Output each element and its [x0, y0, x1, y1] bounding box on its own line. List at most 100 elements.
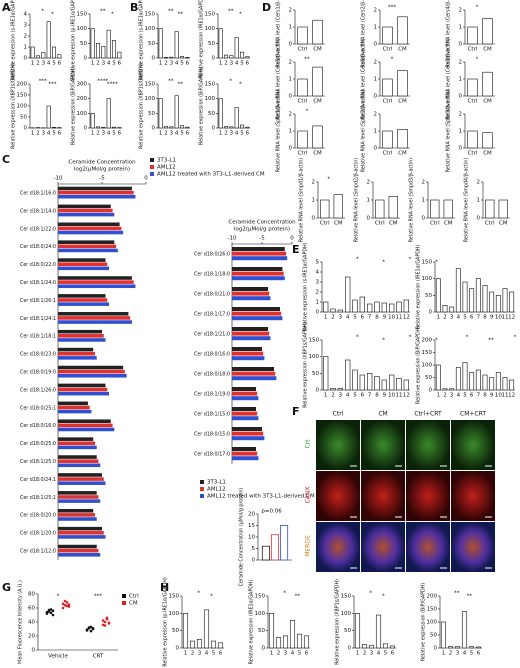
x-tick-label: CRT [93, 654, 104, 660]
bar [229, 126, 234, 129]
bar [58, 383, 106, 388]
y-axis-label: Relative expression (XBP1s/GAPDH) [335, 579, 341, 665]
bar [485, 199, 495, 219]
x-tick-label: 2 [96, 61, 100, 67]
bar [169, 56, 174, 59]
x-axis-label: log2(μMol/g protein) [234, 227, 290, 233]
x-tick-label: 0 [290, 236, 294, 242]
y-tick-label: 20 [28, 634, 35, 640]
bar [245, 56, 250, 59]
bar [35, 55, 41, 59]
x-tick-label: CM [313, 47, 322, 53]
x-tick-label: 2 [224, 131, 228, 137]
x-tick-label: 5 [463, 315, 467, 321]
y-axis-label: Relative expression (IRE1α/GAPDH) [416, 244, 422, 329]
y-tick-label: 4 [24, 12, 28, 18]
significance: * [41, 9, 44, 15]
x-tick-label: 6 [186, 61, 190, 67]
x-tick-label: 2 [363, 651, 367, 657]
bar [289, 619, 296, 649]
bar [389, 303, 395, 313]
bar [58, 208, 113, 213]
y-axis-label: Relative RNA level (Cers1/β-actin) [276, 0, 282, 68]
bar [495, 295, 501, 313]
bar [498, 199, 508, 219]
x-tick-label: 2 [36, 131, 40, 137]
dot [87, 626, 91, 629]
y-tick-label: Cer d18:0/25:1 [20, 405, 56, 411]
bar [454, 646, 461, 649]
y-tick-label: 1 [367, 198, 371, 204]
y-tick-label: 200 [422, 338, 433, 344]
bar [367, 373, 373, 391]
row-label: Crt [305, 439, 312, 449]
bar [169, 126, 174, 129]
x-tick-label: 5 [180, 131, 184, 137]
x-tick-label: 4 [457, 393, 461, 399]
y-tick-label: 0 [24, 56, 28, 62]
significance: ** [168, 79, 174, 85]
bar [58, 373, 127, 378]
x-tick-label: 5 [240, 61, 244, 67]
y-tick-label: 0 [374, 42, 378, 48]
y-tick-label: 40 [28, 620, 35, 626]
x-tick-label: 3 [230, 61, 234, 67]
x-tick-label: 6 [470, 393, 474, 399]
x-tick-label: CM [483, 47, 492, 53]
y-axis-label: Relative RNA level (Cers2/β-actin) [361, 0, 367, 68]
bar [106, 98, 111, 129]
x-tick-label: Ctrl [298, 151, 308, 157]
x-tick-label: 5 [112, 131, 116, 137]
bar [232, 296, 271, 301]
legend-label: 3T3-L1 [157, 158, 176, 164]
x-tick-label: 2 [36, 61, 40, 67]
bar [442, 388, 448, 391]
y-tick-label: 2 [24, 34, 28, 40]
x-tick-label: 3 [370, 651, 374, 657]
bar [232, 391, 258, 396]
bar [482, 374, 488, 391]
x-tick-label: 4 [47, 131, 51, 137]
micrograph [316, 522, 360, 572]
y-axis-label: Relative expression (XBP1s/GAPDH) [11, 63, 17, 149]
bar [58, 316, 131, 320]
y-axis-label: Relative expression (XBP1s/GAPDH) [139, 63, 145, 149]
bar [232, 331, 270, 336]
y-tick-label: 100 [169, 611, 180, 617]
y-tick-label: 0 [434, 646, 438, 652]
bar [449, 306, 455, 313]
y-tick-label: Cer d18:1/20:0 [20, 531, 56, 537]
y-tick-label: 100 [145, 96, 156, 102]
x-tick-label: 6 [470, 315, 474, 321]
x-tick-label: 6 [219, 651, 223, 657]
x-tick-label: Ctrl [383, 99, 393, 105]
bar [232, 436, 265, 441]
bar [58, 244, 117, 249]
bar [58, 351, 95, 356]
dot [101, 619, 105, 622]
bar [396, 378, 402, 391]
significance: ** [178, 82, 184, 88]
bar [58, 248, 118, 253]
chart-title: Ceramide Concentration [68, 160, 136, 166]
bar [239, 51, 245, 59]
bar [58, 513, 95, 517]
bar [440, 621, 447, 649]
bar [58, 495, 99, 499]
bar [337, 309, 343, 313]
bar [467, 130, 478, 149]
x-tick-label: 3 [284, 651, 288, 657]
bar [359, 374, 365, 391]
x-tick-label: 11 [502, 315, 509, 321]
row-label: MERGE [305, 535, 312, 557]
significance: * [391, 57, 394, 63]
bar [232, 431, 264, 436]
y-tick-label: Cer d18:1/25:1 [20, 495, 56, 501]
x-tick-label: 10 [495, 393, 502, 399]
bar [174, 95, 179, 129]
y-tick-label: 150 [77, 12, 88, 18]
y-tick-label: 100 [17, 104, 28, 110]
x-tick-label: 3 [450, 315, 454, 321]
y-tick-label: 100 [205, 96, 216, 102]
bar [232, 271, 284, 276]
